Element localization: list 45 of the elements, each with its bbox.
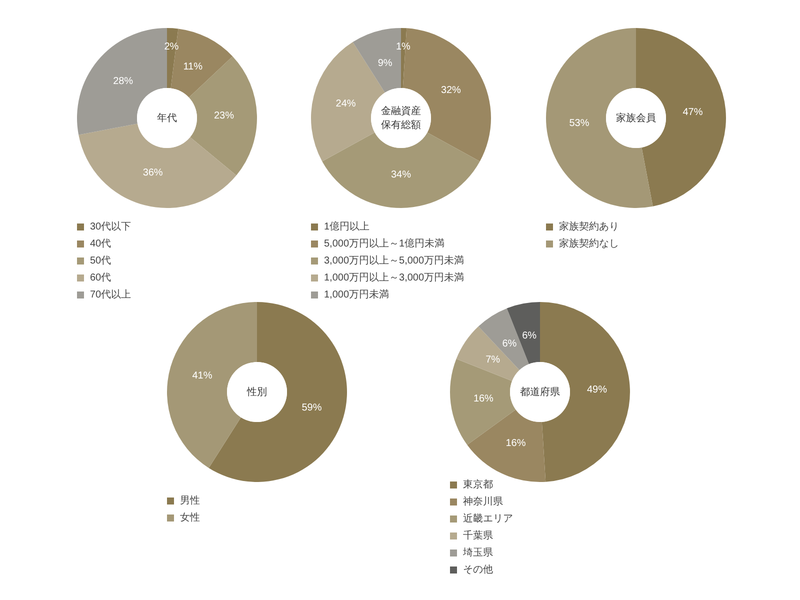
data-label: 11%	[183, 62, 203, 73]
data-label: 6%	[502, 338, 517, 350]
legend-label: 1億円以上	[324, 220, 370, 232]
text: 性別	[246, 386, 267, 398]
text: 都道府県	[520, 386, 560, 398]
data-label: 28%	[113, 76, 134, 88]
text: 家族会員	[616, 112, 656, 124]
legend-label: 女性	[180, 512, 200, 524]
data-label: 16%	[473, 394, 494, 405]
data-label: 47%	[682, 107, 703, 118]
legend-label: 60代	[90, 272, 112, 284]
data-label: 34%	[390, 170, 412, 180]
legend-label: 30代以下	[90, 220, 132, 232]
data-label: 23%	[214, 110, 234, 122]
legend-label: 男性	[180, 494, 200, 506]
legend-label: 3,000万円以上～5,000万円未満	[324, 254, 464, 266]
legend-label: 近畿エリア	[463, 512, 513, 524]
legend-label: 千葉県	[463, 530, 493, 542]
legend-label: 40代	[90, 238, 112, 250]
data-label: 49%	[586, 384, 608, 396]
legend-label: 1,000万円未満	[324, 288, 390, 300]
data-label: 6%	[522, 330, 537, 342]
legend-label: 東京都	[463, 478, 493, 490]
data-label: 2%	[164, 42, 179, 53]
legend-label: 1,000万円以上～3,000万円未満	[324, 272, 464, 284]
legend-label: 家族契約なし	[559, 238, 619, 250]
text: 年代	[157, 112, 177, 124]
data-label: 59%	[302, 402, 322, 414]
legend-label: 50代	[90, 256, 112, 266]
data-label: 41%	[192, 370, 212, 382]
legend-label: 埼玉県	[462, 546, 493, 558]
data-label: 9%	[378, 58, 392, 69]
data-label: 1%	[396, 42, 411, 53]
data-label: 32%	[440, 85, 462, 96]
data-label: 53%	[569, 118, 590, 129]
data-label: 36%	[142, 168, 163, 179]
data-label: 7%	[486, 354, 500, 366]
legend-label: その他	[463, 564, 493, 576]
text: 金融資産保有総額	[381, 104, 421, 130]
data-label: 24%	[336, 98, 356, 110]
legend-label: 家族契約あり	[559, 220, 619, 232]
legend-label: 神奈川県	[463, 496, 503, 508]
legend-label: 70代以上	[90, 288, 132, 300]
data-label: 16%	[506, 438, 526, 450]
legend-label: 5,000万円以上～1億円未満	[324, 238, 445, 250]
